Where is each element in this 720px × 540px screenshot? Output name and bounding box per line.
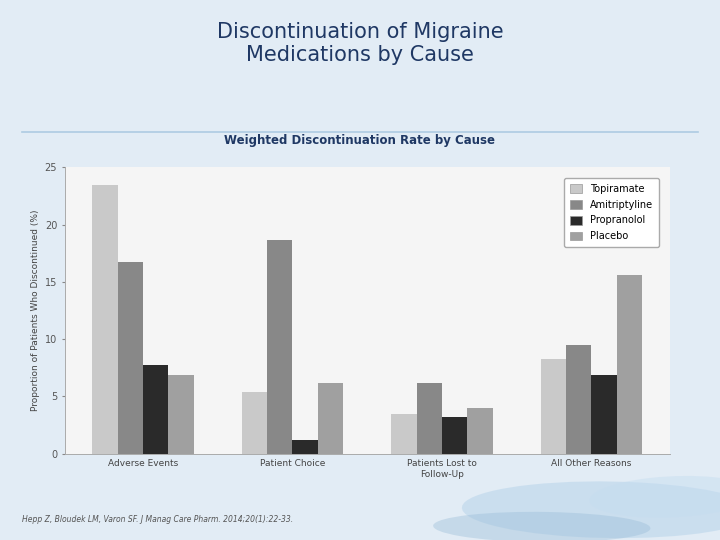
Text: Hepp Z, Bloudek LM, Varon SF. J Manag Care Pharm. 2014;20(1):22-33.: Hepp Z, Bloudek LM, Varon SF. J Manag Ca…	[22, 515, 293, 524]
Bar	[566, 345, 591, 454]
Bar	[416, 383, 442, 454]
Text: Discontinuation of Migraine
Medications by Cause: Discontinuation of Migraine Medications …	[217, 22, 503, 65]
Y-axis label: Proportion of Patients Who Discontinued (%): Proportion of Patients Who Discontinued …	[32, 210, 40, 411]
Bar	[292, 440, 318, 454]
Bar	[391, 414, 416, 454]
Bar	[168, 375, 194, 454]
Bar	[591, 375, 617, 454]
Bar	[242, 392, 267, 454]
Bar	[143, 366, 168, 454]
Bar	[442, 417, 467, 454]
Bar	[467, 408, 492, 454]
Ellipse shape	[590, 476, 720, 518]
Ellipse shape	[462, 481, 720, 538]
Ellipse shape	[433, 512, 650, 540]
Bar	[92, 185, 117, 454]
Bar	[267, 240, 292, 454]
Legend: Topiramate, Amitriptyline, Propranolol, Placebo: Topiramate, Amitriptyline, Propranolol, …	[564, 178, 659, 247]
Text: Weighted Discontinuation Rate by Cause: Weighted Discontinuation Rate by Cause	[225, 134, 495, 147]
Bar	[617, 275, 642, 454]
Bar	[541, 359, 566, 454]
Bar	[117, 262, 143, 454]
Bar	[318, 383, 343, 454]
